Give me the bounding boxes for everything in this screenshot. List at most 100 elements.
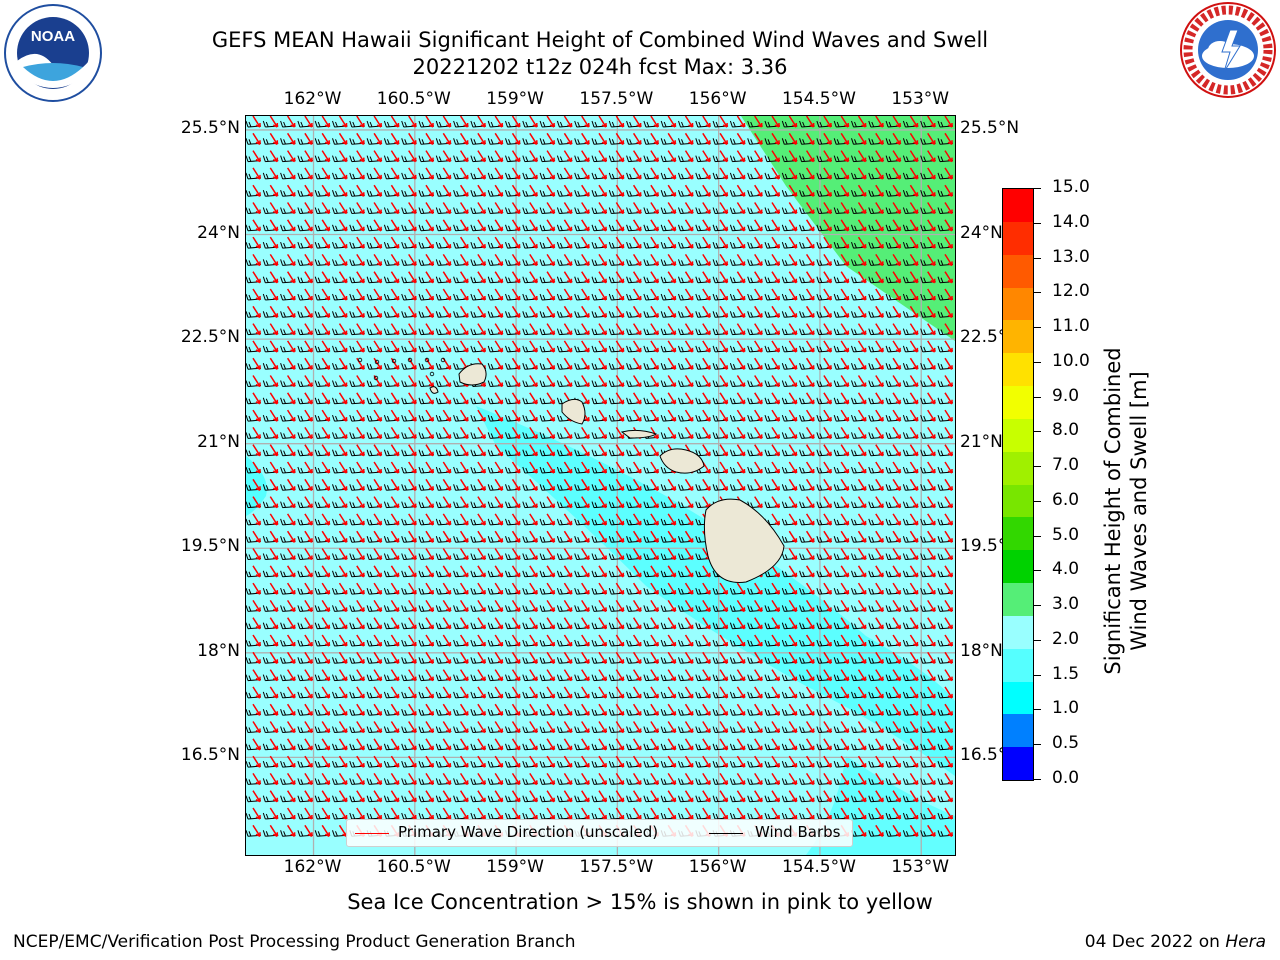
colorbar-tick-label: 1.0 xyxy=(1052,698,1080,719)
lon-label: 154.5°W xyxy=(781,89,856,109)
colorbar-tick-label: 8.0 xyxy=(1052,420,1080,441)
credit-branch: NCEP/EMC/Verification Post Processing Pr… xyxy=(13,932,576,952)
map-legend: Primary Wave Direction (unscaled) Wind B… xyxy=(346,819,853,847)
colorbar-segment xyxy=(1003,451,1033,485)
colorbar-label-line1: Significant Height of Combined xyxy=(1101,347,1125,675)
colorbar-tick-label: 1.5 xyxy=(1052,663,1080,684)
legend-barb-label: Wind Barbs xyxy=(755,823,841,841)
colorbar-segment xyxy=(1003,583,1033,617)
legend-wave-swatch xyxy=(355,833,389,834)
lat-label: 18°N xyxy=(960,640,1003,661)
lon-label: 156°W xyxy=(688,857,747,877)
svg-text:NOAA: NOAA xyxy=(31,28,75,45)
colorbar-tick-mark xyxy=(1034,396,1041,398)
colorbar-segment xyxy=(1003,648,1033,682)
colorbar-tick-mark xyxy=(1034,779,1041,780)
lat-label: 24°N xyxy=(960,222,1003,243)
lon-label: 153°W xyxy=(891,857,950,877)
colorbar-tick-mark xyxy=(1034,188,1041,189)
colorbar-segment xyxy=(1003,615,1033,650)
noaa-logo: NOAA xyxy=(4,4,102,102)
colorbar xyxy=(1002,188,1034,781)
colorbar-tick-label: 2.0 xyxy=(1052,628,1080,649)
colorbar-tick-label: 6.0 xyxy=(1052,489,1080,510)
colorbar-tick-label: 10.0 xyxy=(1052,350,1090,371)
lon-label: 159°W xyxy=(486,857,544,877)
legend-barb-swatch xyxy=(709,833,743,834)
lon-label: 160.5°W xyxy=(376,89,451,109)
colorbar-segment xyxy=(1003,254,1033,288)
colorbar-tick-mark xyxy=(1034,639,1041,641)
lat-label: 18°N xyxy=(197,640,240,661)
lat-label: 24°N xyxy=(197,222,240,243)
legend-wave-label: Primary Wave Direction (unscaled) xyxy=(398,823,659,841)
lon-label: 157.5°W xyxy=(579,857,654,877)
colorbar-tick-mark xyxy=(1034,674,1041,676)
colorbar-tick-mark xyxy=(1034,292,1041,294)
colorbar-tick-mark xyxy=(1034,709,1041,711)
lon-label: 162°W xyxy=(283,857,342,877)
colorbar-tick-mark xyxy=(1034,744,1041,746)
lon-label: 162°W xyxy=(283,89,342,109)
lat-label: 25.5°N xyxy=(180,117,240,138)
colorbar-segment xyxy=(1003,714,1033,748)
colorbar-tick-mark xyxy=(1034,257,1041,259)
lon-label: 153°W xyxy=(891,89,950,109)
lat-label: 16.5°N xyxy=(180,745,240,766)
credit-host: Hera xyxy=(1225,932,1266,952)
colorbar-tick-label: 15.0 xyxy=(1052,177,1090,197)
wave-zone-1_5-2m xyxy=(476,406,955,776)
colorbar-segment xyxy=(1003,221,1033,256)
colorbar-segment xyxy=(1003,681,1033,715)
chart-title: GEFS MEAN Hawaii Significant Height of C… xyxy=(211,28,989,52)
colorbar-tick-mark xyxy=(1034,327,1041,329)
lon-label: 154.5°W xyxy=(781,857,856,877)
lat-label: 25.5°N xyxy=(960,117,1020,138)
colorbar-tick-label: 0.0 xyxy=(1052,768,1080,788)
colorbar-tick-mark xyxy=(1034,431,1041,433)
colorbar-tick-label: 5.0 xyxy=(1052,524,1080,545)
colorbar-tick-mark xyxy=(1034,222,1041,224)
lat-label: 22.5°N xyxy=(180,327,240,348)
colorbar-tick-label: 12.0 xyxy=(1052,281,1090,302)
colorbar-segment xyxy=(1003,353,1033,387)
lon-label: 156°W xyxy=(688,89,747,109)
colorbar-segment xyxy=(1003,320,1033,354)
lat-label: 19.5°N xyxy=(180,536,240,557)
colorbar-label: Significant Height of Combined Wind Wave… xyxy=(1100,301,1152,721)
colorbar-tick-label: 9.0 xyxy=(1052,385,1080,406)
lon-label: 157.5°W xyxy=(579,89,654,109)
wave-height-map xyxy=(246,116,955,855)
colorbar-segment xyxy=(1003,386,1033,420)
colorbar-label-line2: Wind Waves and Swell [m] xyxy=(1127,371,1151,651)
colorbar-tick-label: 4.0 xyxy=(1052,559,1080,580)
colorbar-tick-mark xyxy=(1034,605,1041,607)
colorbar-tick-label: 0.5 xyxy=(1052,733,1080,754)
nws-logo xyxy=(1180,2,1276,98)
colorbar-tick-label: 3.0 xyxy=(1052,594,1080,615)
colorbar-tick-label: 11.0 xyxy=(1052,316,1090,337)
colorbar-tick-mark xyxy=(1034,535,1041,537)
lat-label: 21°N xyxy=(197,431,240,452)
lon-label: 159°W xyxy=(486,89,544,109)
colorbar-segment xyxy=(1003,287,1033,321)
colorbar-tick-label: 13.0 xyxy=(1052,246,1090,267)
colorbar-tick-label: 7.0 xyxy=(1052,455,1080,476)
colorbar-tick-mark xyxy=(1034,500,1041,502)
map-frame: Primary Wave Direction (unscaled) Wind B… xyxy=(245,115,956,856)
colorbar-tick-mark xyxy=(1034,570,1041,572)
colorbar-segment xyxy=(1003,747,1033,781)
colorbar-segment xyxy=(1003,484,1033,518)
colorbar-segment xyxy=(1003,189,1033,223)
colorbar-tick-label: 14.0 xyxy=(1052,211,1090,232)
colorbar-tick-mark xyxy=(1034,361,1041,363)
lon-label: 160.5°W xyxy=(376,857,451,877)
chart-subtitle: 20221202 t12z 024h fcst Max: 3.36 xyxy=(412,55,788,79)
colorbar-segment xyxy=(1003,418,1033,453)
credit-date: 04 Dec 2022 on Hera xyxy=(1085,932,1266,952)
colorbar-segment xyxy=(1003,517,1033,551)
sea-ice-note: Sea Ice Concentration > 15% is shown in … xyxy=(347,890,933,914)
credit-date-text: 04 Dec 2022 on xyxy=(1084,932,1226,952)
colorbar-tick-mark xyxy=(1034,466,1041,468)
lat-label: 21°N xyxy=(960,431,1003,452)
